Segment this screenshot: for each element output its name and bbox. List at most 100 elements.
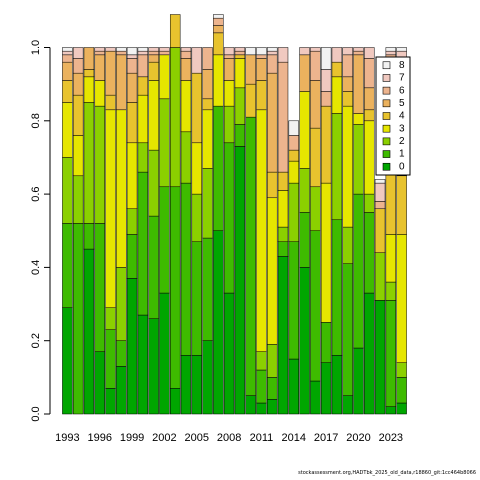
legend-label-7: 7 <box>399 73 405 84</box>
legend-label-5: 5 <box>399 98 405 109</box>
x-tick-label: 2011 <box>250 432 274 444</box>
bar-segment-2022-age-4 <box>374 208 386 253</box>
bar-segment-2022-age-7 <box>374 182 386 202</box>
bar-segment-2024-age-2 <box>396 362 407 378</box>
bar-segment-2013-age-1 <box>277 241 289 257</box>
bar-segment-2023-age-2 <box>385 281 397 301</box>
bar-segment-1993-age-5 <box>62 61 73 81</box>
bar-segment-1993-age-8 <box>62 47 73 52</box>
bar-segment-2021-age-6 <box>364 58 375 89</box>
bar-segment-2014-age-0 <box>288 358 300 415</box>
bar-segment-2022-age-6 <box>374 201 386 210</box>
bar-segment-1997-age-7 <box>105 47 116 52</box>
bar-segment-2001-age-6 <box>148 50 159 56</box>
bar-segment-2019-age-3 <box>342 105 353 228</box>
bar-segment-2017-age-4 <box>320 105 332 184</box>
bar-segment-2007-age-3 <box>213 54 224 107</box>
bar-segment-2001-age-5 <box>148 54 159 63</box>
bar-segment-2004-age-0 <box>180 355 192 415</box>
bar-segment-2003-age-0 <box>169 388 181 415</box>
bar-segment-2024-age-0 <box>396 402 407 415</box>
bar-segment-2015-age-0 <box>299 267 310 415</box>
bar-segment-1996-age-5 <box>94 54 105 81</box>
bar-segment-2011-age-1 <box>256 369 267 404</box>
bar-segment-2000-age-0 <box>137 314 149 415</box>
bar-segment-2021-age-4 <box>364 109 375 122</box>
bar-segment-2006-age-0 <box>202 340 213 415</box>
bar-segment-2000-age-8 <box>137 47 149 52</box>
bar-segment-2010-age-1 <box>245 116 256 396</box>
bar-segment-2005-age-3 <box>191 142 202 195</box>
bar-segment-1999-age-0 <box>126 278 138 415</box>
bar-segment-2009-age-2 <box>234 87 246 125</box>
bar-segment-2012-age-2 <box>267 344 278 378</box>
bar-segment-2007-age-5 <box>213 25 224 34</box>
bar-segment-2013-age-0 <box>277 256 289 415</box>
bar-segment-2005-age-2 <box>191 193 202 243</box>
bar-segment-2007-age-4 <box>213 32 224 56</box>
bar-segment-1995-age-0 <box>83 248 95 415</box>
legend-swatch-0 <box>382 162 391 171</box>
bar-segment-1996-age-7 <box>94 47 105 52</box>
bar-segment-2008-age-0 <box>223 292 235 415</box>
bar-segment-2009-age-6 <box>234 50 246 56</box>
bar-segment-2012-age-6 <box>267 54 278 74</box>
bar-segment-2020-age-6 <box>353 50 364 56</box>
bar-segment-2017-age-1 <box>320 322 332 363</box>
bar-segment-2001-age-1 <box>148 215 159 319</box>
bar-segment-2012-age-7 <box>267 50 278 56</box>
bar-segment-2021-age-1 <box>364 212 375 294</box>
legend-swatch-3 <box>382 124 391 133</box>
bar-segment-2007-age-1 <box>213 105 224 231</box>
bar-segment-2016-age-2 <box>310 186 321 232</box>
bar-segment-2015-age-7 <box>299 47 310 56</box>
bar-segment-2019-age-0 <box>342 395 353 415</box>
bar-segment-2008-age-3 <box>223 80 235 107</box>
legend-swatch-8 <box>382 61 391 70</box>
bar-segment-1996-age-0 <box>94 351 105 415</box>
bar-segment-2020-age-7 <box>353 47 364 52</box>
x-tick-label: 2017 <box>314 432 338 444</box>
bar-segment-2006-age-5 <box>202 69 213 100</box>
bar-segment-2023-age-7 <box>385 50 397 56</box>
bar-segment-2024-age-3 <box>396 234 407 363</box>
bar-segment-1996-age-1 <box>94 223 105 352</box>
y-tick-label: 0.4 <box>30 260 42 275</box>
bar-segment-2001-age-7 <box>148 47 159 52</box>
bar-segment-2012-age-4 <box>267 171 278 199</box>
bar-segment-2021-age-5 <box>364 87 375 111</box>
bar-segment-1998-age-1 <box>116 340 127 367</box>
bar-segment-2002-age-6 <box>159 50 170 56</box>
bar-segment-1995-age-5 <box>83 47 95 70</box>
bar-segment-1998-age-0 <box>116 366 127 415</box>
bar-segment-2013-age-6 <box>277 61 289 173</box>
x-tick-label: 2005 <box>185 432 209 444</box>
legend-label-2: 2 <box>399 136 405 147</box>
bar-segment-2013-age-2 <box>277 226 289 242</box>
bars-layer <box>62 14 407 415</box>
bar-segment-1999-age-1 <box>126 234 138 279</box>
bar-segment-2022-age-0 <box>374 300 386 415</box>
bar-segment-2012-age-5 <box>267 72 278 173</box>
bar-segment-1994-age-4 <box>72 94 84 136</box>
bar-segment-1994-age-5 <box>72 72 84 96</box>
bar-segment-2021-age-0 <box>364 292 375 415</box>
bar-segment-2014-age-1 <box>288 241 300 360</box>
bar-segment-2018-age-3 <box>331 76 343 114</box>
bar-segment-2007-age-6 <box>213 17 224 26</box>
bar-segment-2020-age-5 <box>353 54 364 114</box>
bar-segment-2023-age-3 <box>385 234 397 283</box>
bar-segment-2002-age-7 <box>159 47 170 52</box>
bar-segment-2022-age-2 <box>374 252 386 301</box>
bar-segment-1996-age-2 <box>94 105 105 224</box>
bar-segment-2005-age-1 <box>191 241 202 356</box>
bar-segment-2008-age-1 <box>223 142 235 294</box>
bar-segment-2004-age-1 <box>180 182 192 356</box>
x-tick-label: 1996 <box>87 432 111 444</box>
bar-segment-1998-age-6 <box>116 50 127 56</box>
bar-segment-2012-age-8 <box>267 47 278 52</box>
bar-segment-2008-age-6 <box>223 54 235 59</box>
bar-segment-1993-age-0 <box>62 307 73 415</box>
bar-segment-1997-age-4 <box>105 94 116 111</box>
legend-swatch-2 <box>382 137 391 146</box>
